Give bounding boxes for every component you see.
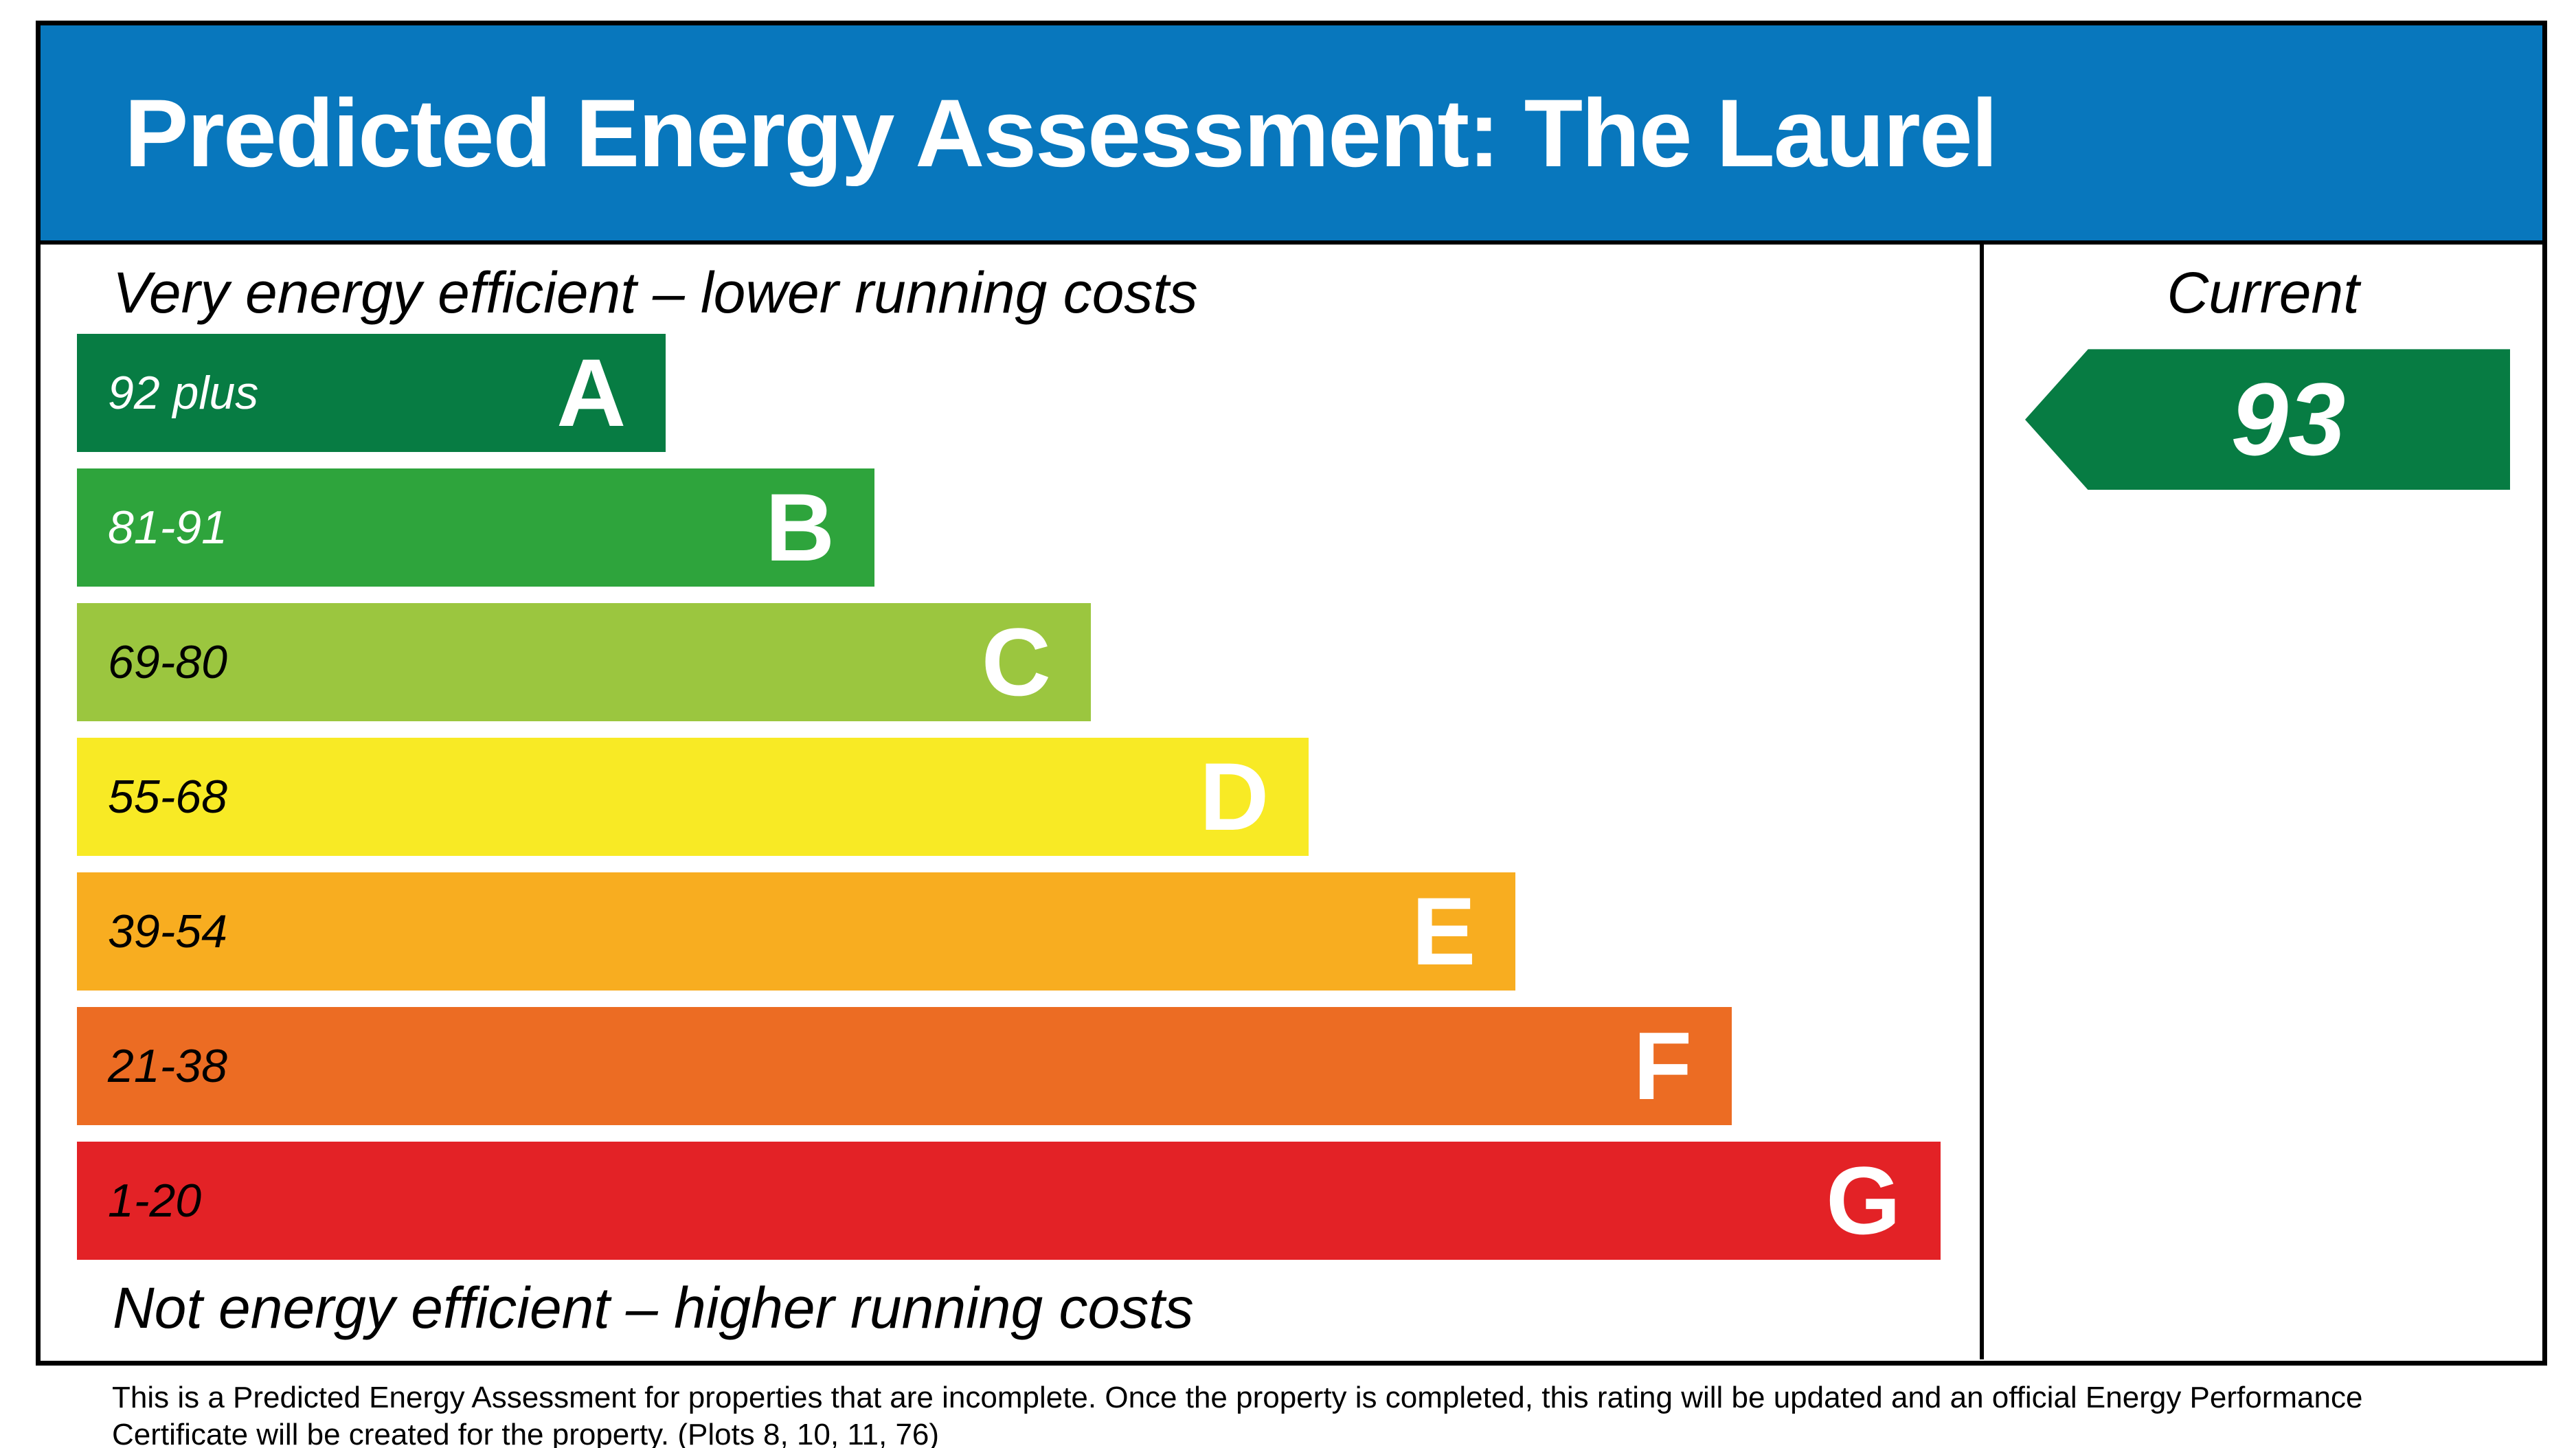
certificate-body: Very energy efficient – lower running co… — [41, 245, 2542, 1359]
top-efficiency-label: Very energy efficient – lower running co… — [113, 260, 1198, 325]
page-title: Predicted Energy Assessment: The Laurel — [124, 78, 1998, 187]
band-letter: B — [765, 473, 835, 582]
band-letter: D — [1199, 743, 1269, 851]
band-letter: F — [1633, 1012, 1693, 1120]
epc-scale-column: Very energy efficient – lower running co… — [41, 245, 1984, 1359]
current-column-header: Current — [2167, 260, 2360, 325]
epc-band-e: 39-54 E — [77, 872, 1941, 991]
header-bar: Predicted Energy Assessment: The Laurel — [41, 25, 2542, 245]
epc-band-d: 55-68 D — [77, 738, 1941, 857]
band-letter: E — [1412, 877, 1476, 986]
band-range-label: 39-54 — [108, 905, 227, 958]
epc-band-bar: 69-80 C — [77, 603, 1091, 722]
band-letter: G — [1826, 1146, 1901, 1255]
current-rating-value: 93 — [2230, 361, 2346, 477]
current-rating-arrow: 93 — [2025, 349, 2510, 490]
epc-band-bar: 1-20 G — [77, 1142, 1941, 1260]
epc-band-bar: 39-54 E — [77, 872, 1516, 991]
epc-band-a: 92 plus A — [77, 334, 1941, 453]
epc-bands: 92 plus A 81-91 B 69-80 C 55-68 D 39-54 E 21-38 F 1-… — [77, 334, 1941, 1260]
current-rating-column: Current 93 — [1984, 245, 2542, 1359]
band-range-label: 1-20 — [108, 1175, 202, 1228]
band-letter: A — [556, 339, 626, 447]
footer-note: This is a Predicted Energy Assessment fo… — [112, 1381, 2363, 1448]
epc-band-bar: 81-91 B — [77, 468, 875, 587]
epc-band-g: 1-20 G — [77, 1142, 1941, 1260]
band-range-label: 81-91 — [108, 501, 227, 554]
epc-band-bar: 92 plus A — [77, 334, 666, 453]
band-range-label: 92 plus — [108, 367, 259, 420]
epc-band-bar: 55-68 D — [77, 738, 1309, 857]
epc-band-f: 21-38 F — [77, 1007, 1941, 1126]
band-range-label: 69-80 — [108, 636, 227, 689]
epc-band-c: 69-80 C — [77, 603, 1941, 722]
band-range-label: 21-38 — [108, 1040, 227, 1093]
band-letter: C — [981, 608, 1051, 716]
epc-band-b: 81-91 B — [77, 468, 1941, 587]
bottom-efficiency-label: Not energy efficient – higher running co… — [113, 1276, 1194, 1341]
epc-certificate: Predicted Energy Assessment: The Laurel … — [36, 21, 2547, 1366]
band-range-label: 55-68 — [108, 771, 227, 824]
epc-band-bar: 21-38 F — [77, 1007, 1732, 1126]
